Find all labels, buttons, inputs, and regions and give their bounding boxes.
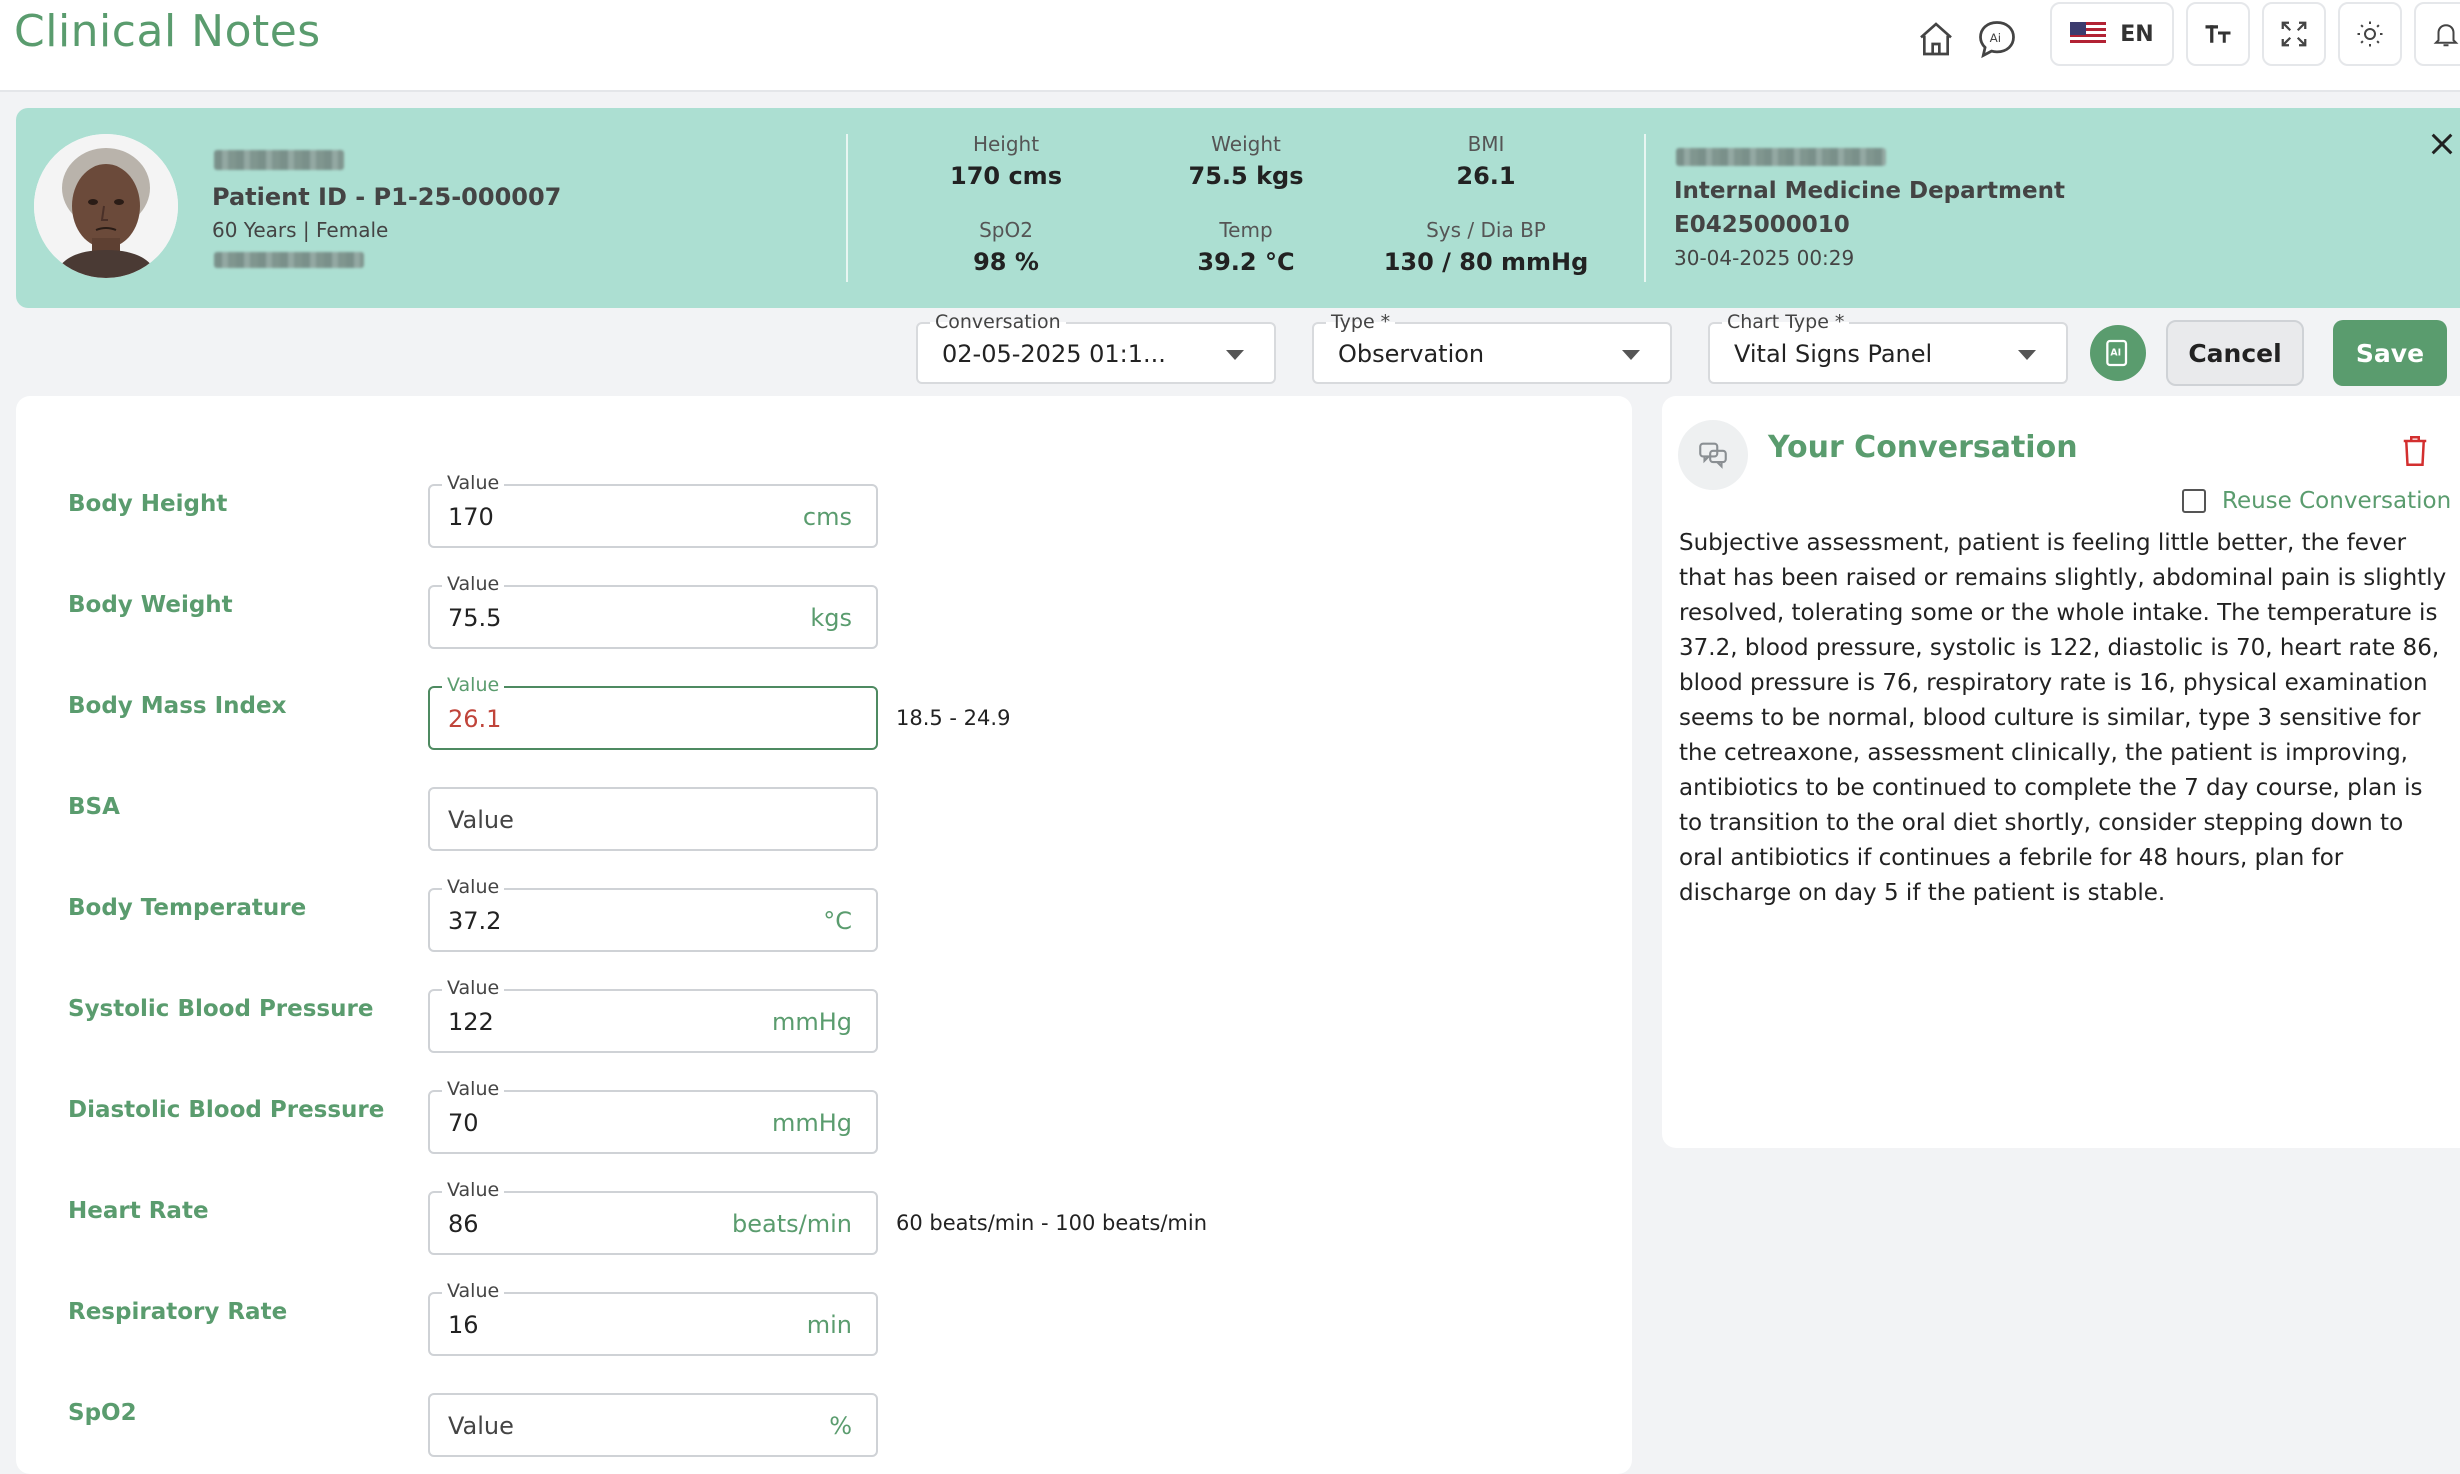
bmi-normal-range: 18.5 - 24.9	[896, 706, 1011, 730]
unit-label: %	[829, 1412, 852, 1440]
spo2-placeholder: Value	[448, 1412, 514, 1440]
type-select[interactable]: Type * Observation	[1312, 311, 1672, 384]
heart-rate-label: Heart Rate	[68, 1198, 209, 1224]
vital-height: Height 170 cms	[950, 132, 1062, 190]
caret-down-icon	[1226, 350, 1244, 360]
unit-label: cms	[802, 503, 852, 531]
patient-contact-redacted	[214, 252, 364, 268]
conversation-panel: Your Conversation Reuse Conversation Sub…	[1662, 396, 2460, 1148]
chart-type-select-value: Vital Signs Panel	[1734, 340, 1933, 368]
conversation-select[interactable]: Conversation 02-05-2025 01:1...	[916, 311, 1276, 384]
conversation-icon	[1678, 420, 1748, 490]
patient-avatar	[34, 134, 178, 278]
banner-divider	[1644, 134, 1646, 282]
notification-icon	[2433, 24, 2459, 47]
banner-divider	[846, 134, 848, 282]
unit-label: °C	[823, 907, 852, 935]
reuse-conversation-label: Reuse Conversation	[2222, 488, 2452, 514]
spo2-label: SpO2	[68, 1400, 137, 1426]
chart-type-select[interactable]: Chart Type * Vital Signs Panel	[1708, 311, 2068, 384]
chart-type-select-label: Chart Type *	[1722, 311, 1850, 333]
encounter-id: E0425000010	[1674, 212, 1850, 238]
save-button[interactable]: Save	[2333, 320, 2447, 386]
language-selector[interactable]: EN	[2050, 2, 2174, 66]
diastolic-bp-label: Diastolic Blood Pressure	[68, 1097, 385, 1123]
reuse-conversation-checkbox[interactable]	[2182, 489, 2206, 513]
respiratory-rate-label: Respiratory Rate	[68, 1299, 288, 1325]
delete-icon[interactable]	[2400, 434, 2430, 472]
vital-bmi: BMI 26.1	[1456, 132, 1516, 190]
body-temperature-input[interactable]: Value 37.2 °C	[428, 876, 878, 952]
vital-weight: Weight 75.5 kgs	[1188, 132, 1304, 190]
cancel-button[interactable]: Cancel	[2166, 320, 2304, 386]
us-flag-icon	[2070, 22, 2107, 46]
unit-label: kgs	[810, 604, 852, 632]
department: Internal Medicine Department	[1674, 178, 2065, 204]
doctor-name-redacted	[1676, 148, 1886, 166]
patient-id: Patient ID - P1-25-000007	[212, 183, 562, 211]
systolic-bp-input[interactable]: Value 122 mmHg	[428, 977, 878, 1053]
body-height-input[interactable]: Value 170 cms	[428, 472, 878, 548]
font-size-icon	[2205, 25, 2231, 43]
bmi-input[interactable]: Value 26.1	[428, 674, 878, 750]
vital-blood-pressure: Sys / Dia BP 130 / 80 mmHg	[1383, 218, 1589, 276]
svg-text:AI: AI	[2110, 348, 2121, 359]
conversation-transcript: Subjective assessment, patient is feelin…	[1679, 530, 2447, 906]
fullscreen-icon	[2281, 21, 2307, 47]
vital-temp: Temp 39.2 °C	[1197, 218, 1295, 276]
home-icon[interactable]	[1905, 8, 1967, 70]
bmi-label: Body Mass Index	[68, 693, 287, 719]
vital-spo2: SpO2 98 %	[973, 218, 1039, 276]
caret-down-icon	[2018, 350, 2036, 360]
close-icon[interactable]	[2426, 128, 2458, 160]
body-weight-label: Body Weight	[68, 592, 233, 618]
patient-demographics: 60 Years | Female	[212, 218, 389, 242]
spo2-input[interactable]: Value %	[428, 1393, 878, 1457]
type-select-label: Type *	[1326, 311, 1396, 333]
bsa-label: BSA	[68, 794, 120, 820]
diastolic-bp-input[interactable]: Value 70 mmHg	[428, 1078, 878, 1154]
type-select-value: Observation	[1338, 340, 1485, 368]
ai-document-icon: AI	[2106, 339, 2128, 367]
theme-toggle-button[interactable]	[2338, 2, 2402, 66]
reuse-conversation-toggle[interactable]: Reuse Conversation	[2182, 488, 2451, 514]
fullscreen-button[interactable]	[2262, 2, 2326, 66]
page-title: Clinical Notes	[14, 6, 321, 57]
bsa-placeholder: Value	[448, 806, 514, 834]
body-height-label: Body Height	[68, 491, 228, 517]
patient-name-redacted	[214, 150, 344, 170]
unit-label: min	[806, 1311, 852, 1339]
unit-label: mmHg	[771, 1109, 852, 1137]
encounter-date: 30-04-2025 00:29	[1674, 246, 1855, 270]
theme-icon	[2357, 21, 2383, 47]
patient-banner: Patient ID - P1-25-000007 60 Years | Fem…	[16, 108, 2460, 308]
body-temperature-label: Body Temperature	[68, 895, 307, 921]
systolic-bp-label: Systolic Blood Pressure	[68, 996, 374, 1022]
unit-label: beats/min	[732, 1210, 852, 1238]
font-size-button[interactable]	[2186, 2, 2250, 66]
top-bar: Clinical Notes Ai EN	[0, 0, 2460, 92]
respiratory-rate-input[interactable]: Value 16 min	[428, 1280, 878, 1356]
conversation-select-value: 02-05-2025 01:1...	[942, 340, 1166, 368]
conversation-select-label: Conversation	[930, 311, 1066, 333]
conversation-title: Your Conversation	[1768, 430, 2078, 465]
svg-text:Ai: Ai	[1990, 31, 2001, 45]
caret-down-icon	[1622, 350, 1640, 360]
heart-rate-normal-range: 60 beats/min - 100 beats/min	[896, 1211, 1208, 1235]
language-code: EN	[2120, 21, 2154, 47]
notification-button[interactable]	[2414, 2, 2460, 66]
heart-rate-input[interactable]: Value 86 beats/min	[428, 1179, 878, 1255]
body-weight-input[interactable]: Value 75.5 kgs	[428, 573, 878, 649]
unit-label: mmHg	[771, 1008, 852, 1036]
ai-assist-button[interactable]: AI	[2090, 325, 2146, 381]
ai-chat-icon[interactable]: Ai	[1966, 8, 2028, 70]
bsa-input[interactable]: Value	[428, 787, 878, 851]
vital-signs-form: Body Height Value 170 cms Body Weight Va…	[16, 396, 1632, 1474]
